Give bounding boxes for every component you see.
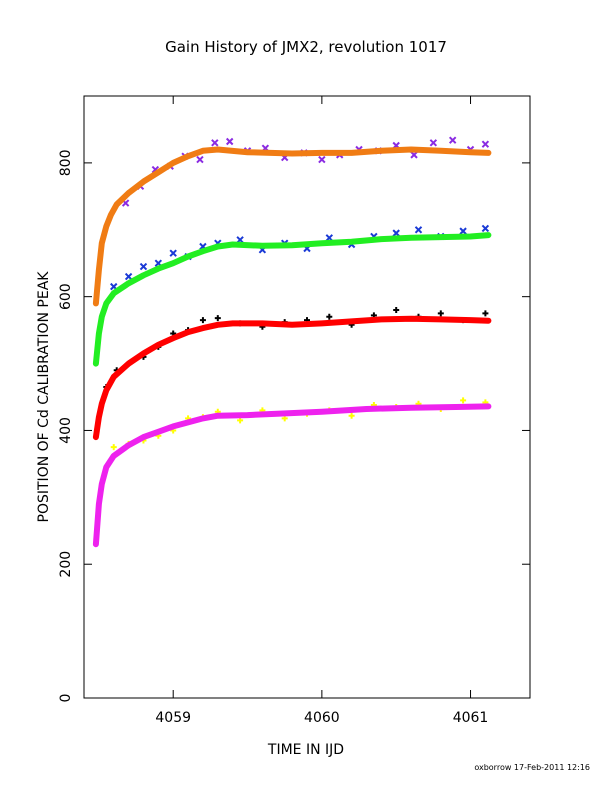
- y-tick-label: 200: [58, 551, 74, 578]
- y-tick-label: 400: [58, 417, 74, 444]
- series-fit: [92, 232, 492, 367]
- data-point: [437, 310, 444, 317]
- y-tick-label: 0: [58, 694, 74, 703]
- data-point: [482, 310, 489, 317]
- data-point: [281, 415, 288, 422]
- data-point: [460, 397, 467, 404]
- data-point: [429, 139, 438, 147]
- fit-line: [92, 315, 492, 441]
- data-point: [481, 224, 490, 233]
- plot-frame: [83, 95, 531, 699]
- y-tick-label: 600: [58, 283, 74, 310]
- data-point: [225, 137, 234, 146]
- data-point: [196, 155, 204, 164]
- fit-line: [92, 146, 492, 307]
- x-tick-label: 4059: [155, 710, 191, 726]
- data-point: [124, 272, 133, 281]
- data-point: [214, 315, 221, 322]
- data-point: [110, 444, 117, 451]
- data-point: [393, 307, 400, 314]
- series-fit: [92, 315, 492, 441]
- data-point: [348, 412, 355, 419]
- series-points: [121, 136, 490, 207]
- data-point: [211, 139, 219, 147]
- data-point: [448, 136, 457, 144]
- x-tick-label: 4061: [453, 710, 489, 726]
- series-fit: [92, 146, 492, 307]
- data-point: [237, 417, 244, 424]
- series-layer: [92, 136, 492, 548]
- data-point: [318, 155, 326, 164]
- y-axis-label: POSITION OF Cd CALIBRATION PEAK: [36, 271, 52, 523]
- footer-text: oxborrow 17-Feb-2011 12:16: [474, 763, 590, 772]
- y-tick-label: 800: [58, 150, 74, 177]
- data-point: [392, 229, 400, 237]
- axis-layer: 4059 4060 4061 0 200 400 600 800: [58, 96, 530, 726]
- data-point: [481, 140, 490, 148]
- x-tick-label: 4060: [304, 710, 340, 726]
- data-point: [139, 262, 148, 271]
- fit-line: [92, 403, 492, 548]
- chart-title: Gain History of JMX2, revolution 1017: [165, 38, 447, 56]
- data-point: [459, 227, 467, 235]
- data-point: [414, 226, 423, 234]
- data-point: [169, 249, 177, 257]
- fit-line: [92, 232, 492, 367]
- data-point: [199, 317, 206, 324]
- data-point: [410, 151, 418, 159]
- series-fit: [92, 403, 492, 548]
- x-axis-label: TIME IN IJD: [267, 742, 344, 758]
- data-point: [326, 313, 333, 320]
